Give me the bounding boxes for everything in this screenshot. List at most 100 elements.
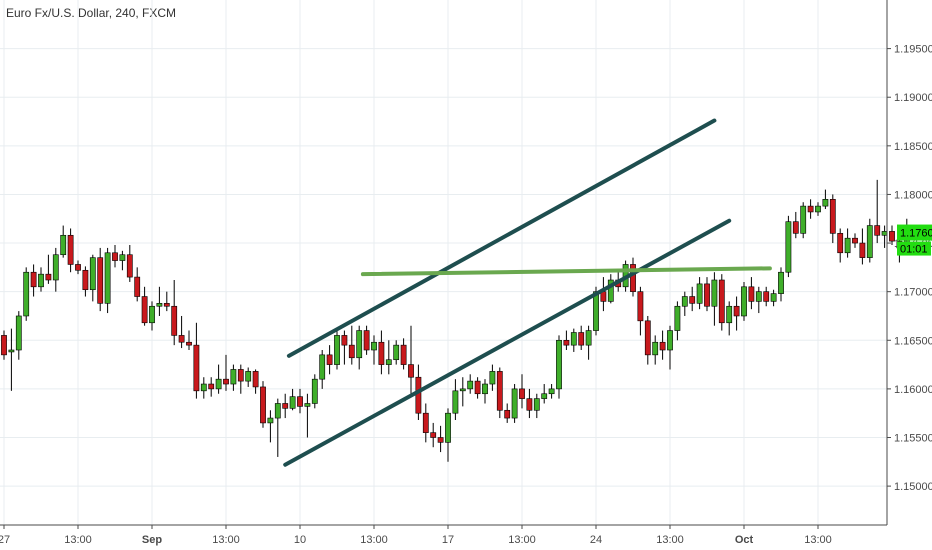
candle [511,384,518,423]
candle [385,340,392,375]
candle [519,374,525,409]
candle-body-up [445,412,451,443]
candle-body-down [807,205,814,213]
support-horizontal [360,266,772,277]
candle-body-up [726,305,733,324]
candle-body-up [89,257,96,291]
candle-body-up [245,371,252,382]
candle-body-up [652,341,659,356]
y-tick-label: 1.17000 [894,287,932,299]
candle-body-up [800,205,807,234]
candle [467,374,474,394]
candle-body-up [755,291,762,302]
candle [215,364,222,394]
candle [156,286,163,316]
candle-body-up [15,315,22,351]
candle [652,335,659,365]
candle-body-up [215,378,222,390]
candle [311,374,318,409]
candle-body-up [274,403,281,419]
candle-body-down [30,271,37,288]
candle-body-down [1,335,7,356]
candle-body-down [260,386,266,424]
candle-body-down [378,341,385,365]
candle-body-down [829,199,836,234]
candle-body-up [770,293,777,302]
candle [541,384,548,404]
candle [482,379,488,404]
candle-body-up [785,221,792,273]
candle-body-up [119,254,126,261]
candle [822,189,829,210]
x-tick-label: 24 [590,534,602,546]
candle-body-down [348,344,355,359]
candle [711,272,718,326]
candle [889,225,895,245]
last-price-label: 1.17608 [900,228,932,240]
candle-body-up [881,231,888,236]
candle-body-down [82,269,89,291]
x-tick-label: 13:00 [804,534,832,546]
candle-body-up [674,305,681,331]
candle-body-up [304,403,311,407]
candle-body-up [482,383,488,395]
candle [408,325,414,394]
candle-body-down [563,339,570,346]
candle-body-up [52,254,59,281]
candles [1,179,910,462]
candle-body-down [186,341,192,346]
y-tick-label: 1.15000 [894,481,932,493]
channel-lower [283,218,732,467]
candle-body-up [815,205,821,213]
x-tick-label: 13:00 [360,534,388,546]
candle-body-up [311,378,318,404]
candle-body-down [163,303,170,307]
candle [252,369,259,394]
candle [356,325,363,370]
candle [445,408,451,462]
candle-body-up [459,388,466,392]
x-tick-label: 13:00 [656,534,684,546]
candle-body-up [289,396,296,409]
candle [38,267,44,292]
candle-body-down [874,225,881,236]
candle-body-up [778,271,784,294]
candle [585,325,592,360]
candle [741,281,747,321]
candle [104,247,111,314]
countdown-box [897,241,931,256]
candle [607,274,614,304]
candle [733,296,740,331]
candle [193,322,200,399]
candle-body-up [511,388,518,419]
y-tick-label: 1.18500 [894,141,932,153]
candle [60,225,67,258]
candle [149,301,155,331]
candle-body-up [585,330,592,346]
candle [422,403,429,443]
candle-body-down [75,264,81,271]
countdown-label: 01:01 [900,244,928,256]
candle [282,393,289,419]
candle-body-up [844,237,851,254]
candle-body-up [149,305,155,324]
candle-body-up [156,303,163,307]
last-price-badge: 1.17608 01:01 [897,224,932,256]
candle [89,254,96,302]
candle-body-down [519,388,525,399]
x-tick-label: 13:00 [64,534,92,546]
candle [119,250,126,271]
y-tick-label: 1.15500 [894,433,932,445]
candle [844,228,851,258]
candle [504,403,511,423]
candle [208,377,215,397]
candle [67,228,74,273]
candle [223,354,229,391]
candle-body-down [178,335,185,343]
candle [297,388,303,414]
candle [75,260,81,275]
candle-body-up [533,398,540,411]
x-tick-label: 17 [442,534,454,546]
candle-body-down [282,403,289,409]
